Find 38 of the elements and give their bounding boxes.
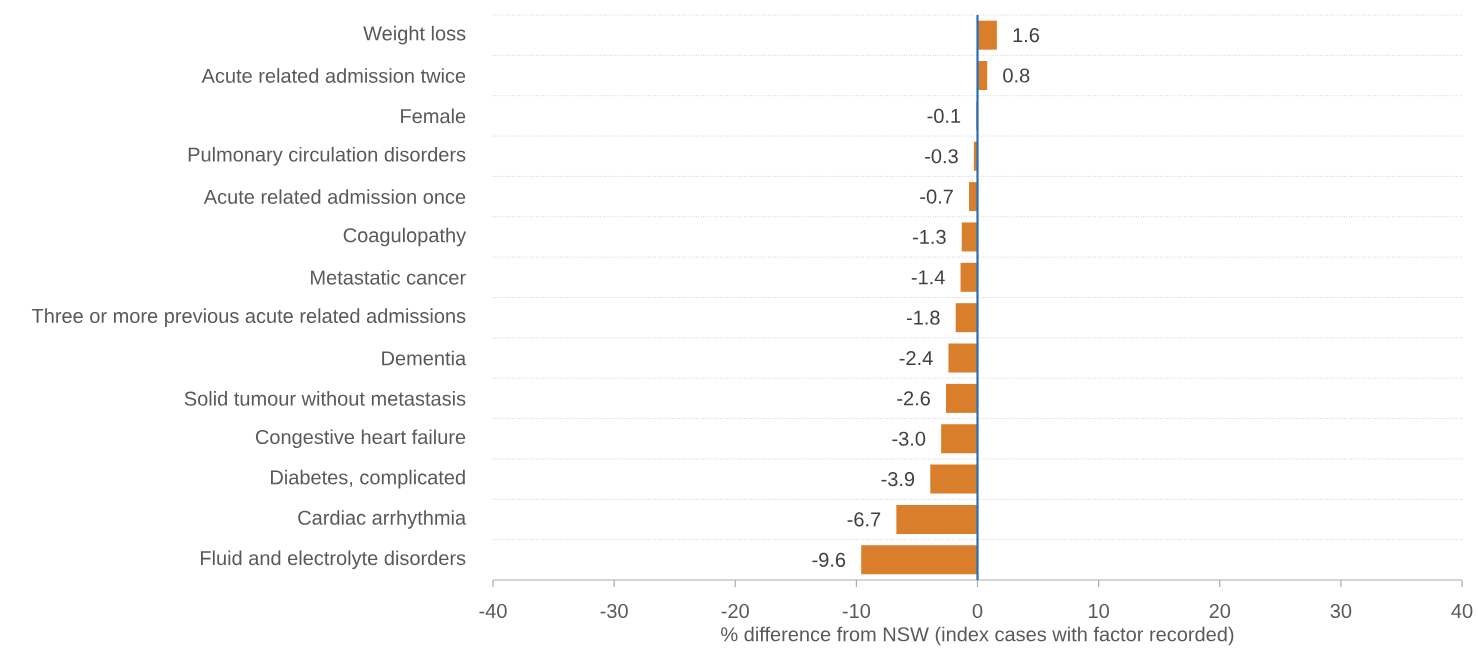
y-tick-label: Solid tumour without metastasis — [184, 391, 466, 406]
data-label: -2.6 — [897, 391, 930, 406]
y-tick-label: Weight loss — [363, 25, 466, 45]
x-tick-label: 20 — [1209, 603, 1231, 619]
x-tick-label: 0 — [972, 603, 983, 619]
data-label: -3.0 — [892, 431, 926, 446]
x-tick-label: -10 — [842, 603, 871, 619]
y-tick-label: Coagulopathy — [343, 227, 467, 247]
data-label: 0.8 — [1003, 68, 1030, 83]
data-label: -0.7 — [920, 189, 953, 204]
y-tick-label: Pulmonary circulation disorders — [188, 146, 466, 166]
x-axis-title: % difference from NSW (index cases with factor recorded) — [721, 626, 1234, 646]
x-tick-label: 40 — [1451, 603, 1473, 619]
data-label: -3.9 — [881, 472, 915, 487]
y-tick-label: Cardiac arrhythmia — [298, 510, 467, 529]
data-label: -1.4 — [911, 270, 945, 285]
data-label: -9.6 — [812, 552, 846, 567]
y-tick-label: Diabetes, complicated — [271, 469, 465, 489]
x-tick-label: -20 — [721, 603, 749, 619]
y-tick-label: Female — [401, 108, 466, 124]
data-label: 1.6 — [1013, 28, 1040, 43]
data-label: -1.8 — [906, 310, 940, 325]
x-tick-label: 10 — [1089, 603, 1109, 619]
x-tick-label: 30 — [1330, 603, 1352, 619]
x-tick-label: -30 — [600, 603, 628, 619]
data-label: -2.4 — [899, 351, 933, 366]
y-tick-label: Congestive heart failure — [255, 429, 466, 449]
data-label: -6.7 — [847, 512, 881, 527]
y-tick-label: Dementia — [382, 350, 467, 366]
y-tick-label: Acute related admission once — [203, 189, 466, 204]
y-tick-label: Acute related admission twice — [201, 68, 466, 83]
y-tick-label: Fluid and electrolyte disorders — [200, 550, 466, 570]
data-label: -1.3 — [913, 229, 946, 245]
data-label: -0.3 — [925, 149, 958, 164]
y-tick-label: Metastatic cancer — [311, 269, 466, 285]
x-tick-label: -40 — [479, 603, 507, 619]
data-label: -0.1 — [927, 108, 961, 123]
y-tick-label: Three or more previous acute related admissions — [31, 308, 466, 327]
